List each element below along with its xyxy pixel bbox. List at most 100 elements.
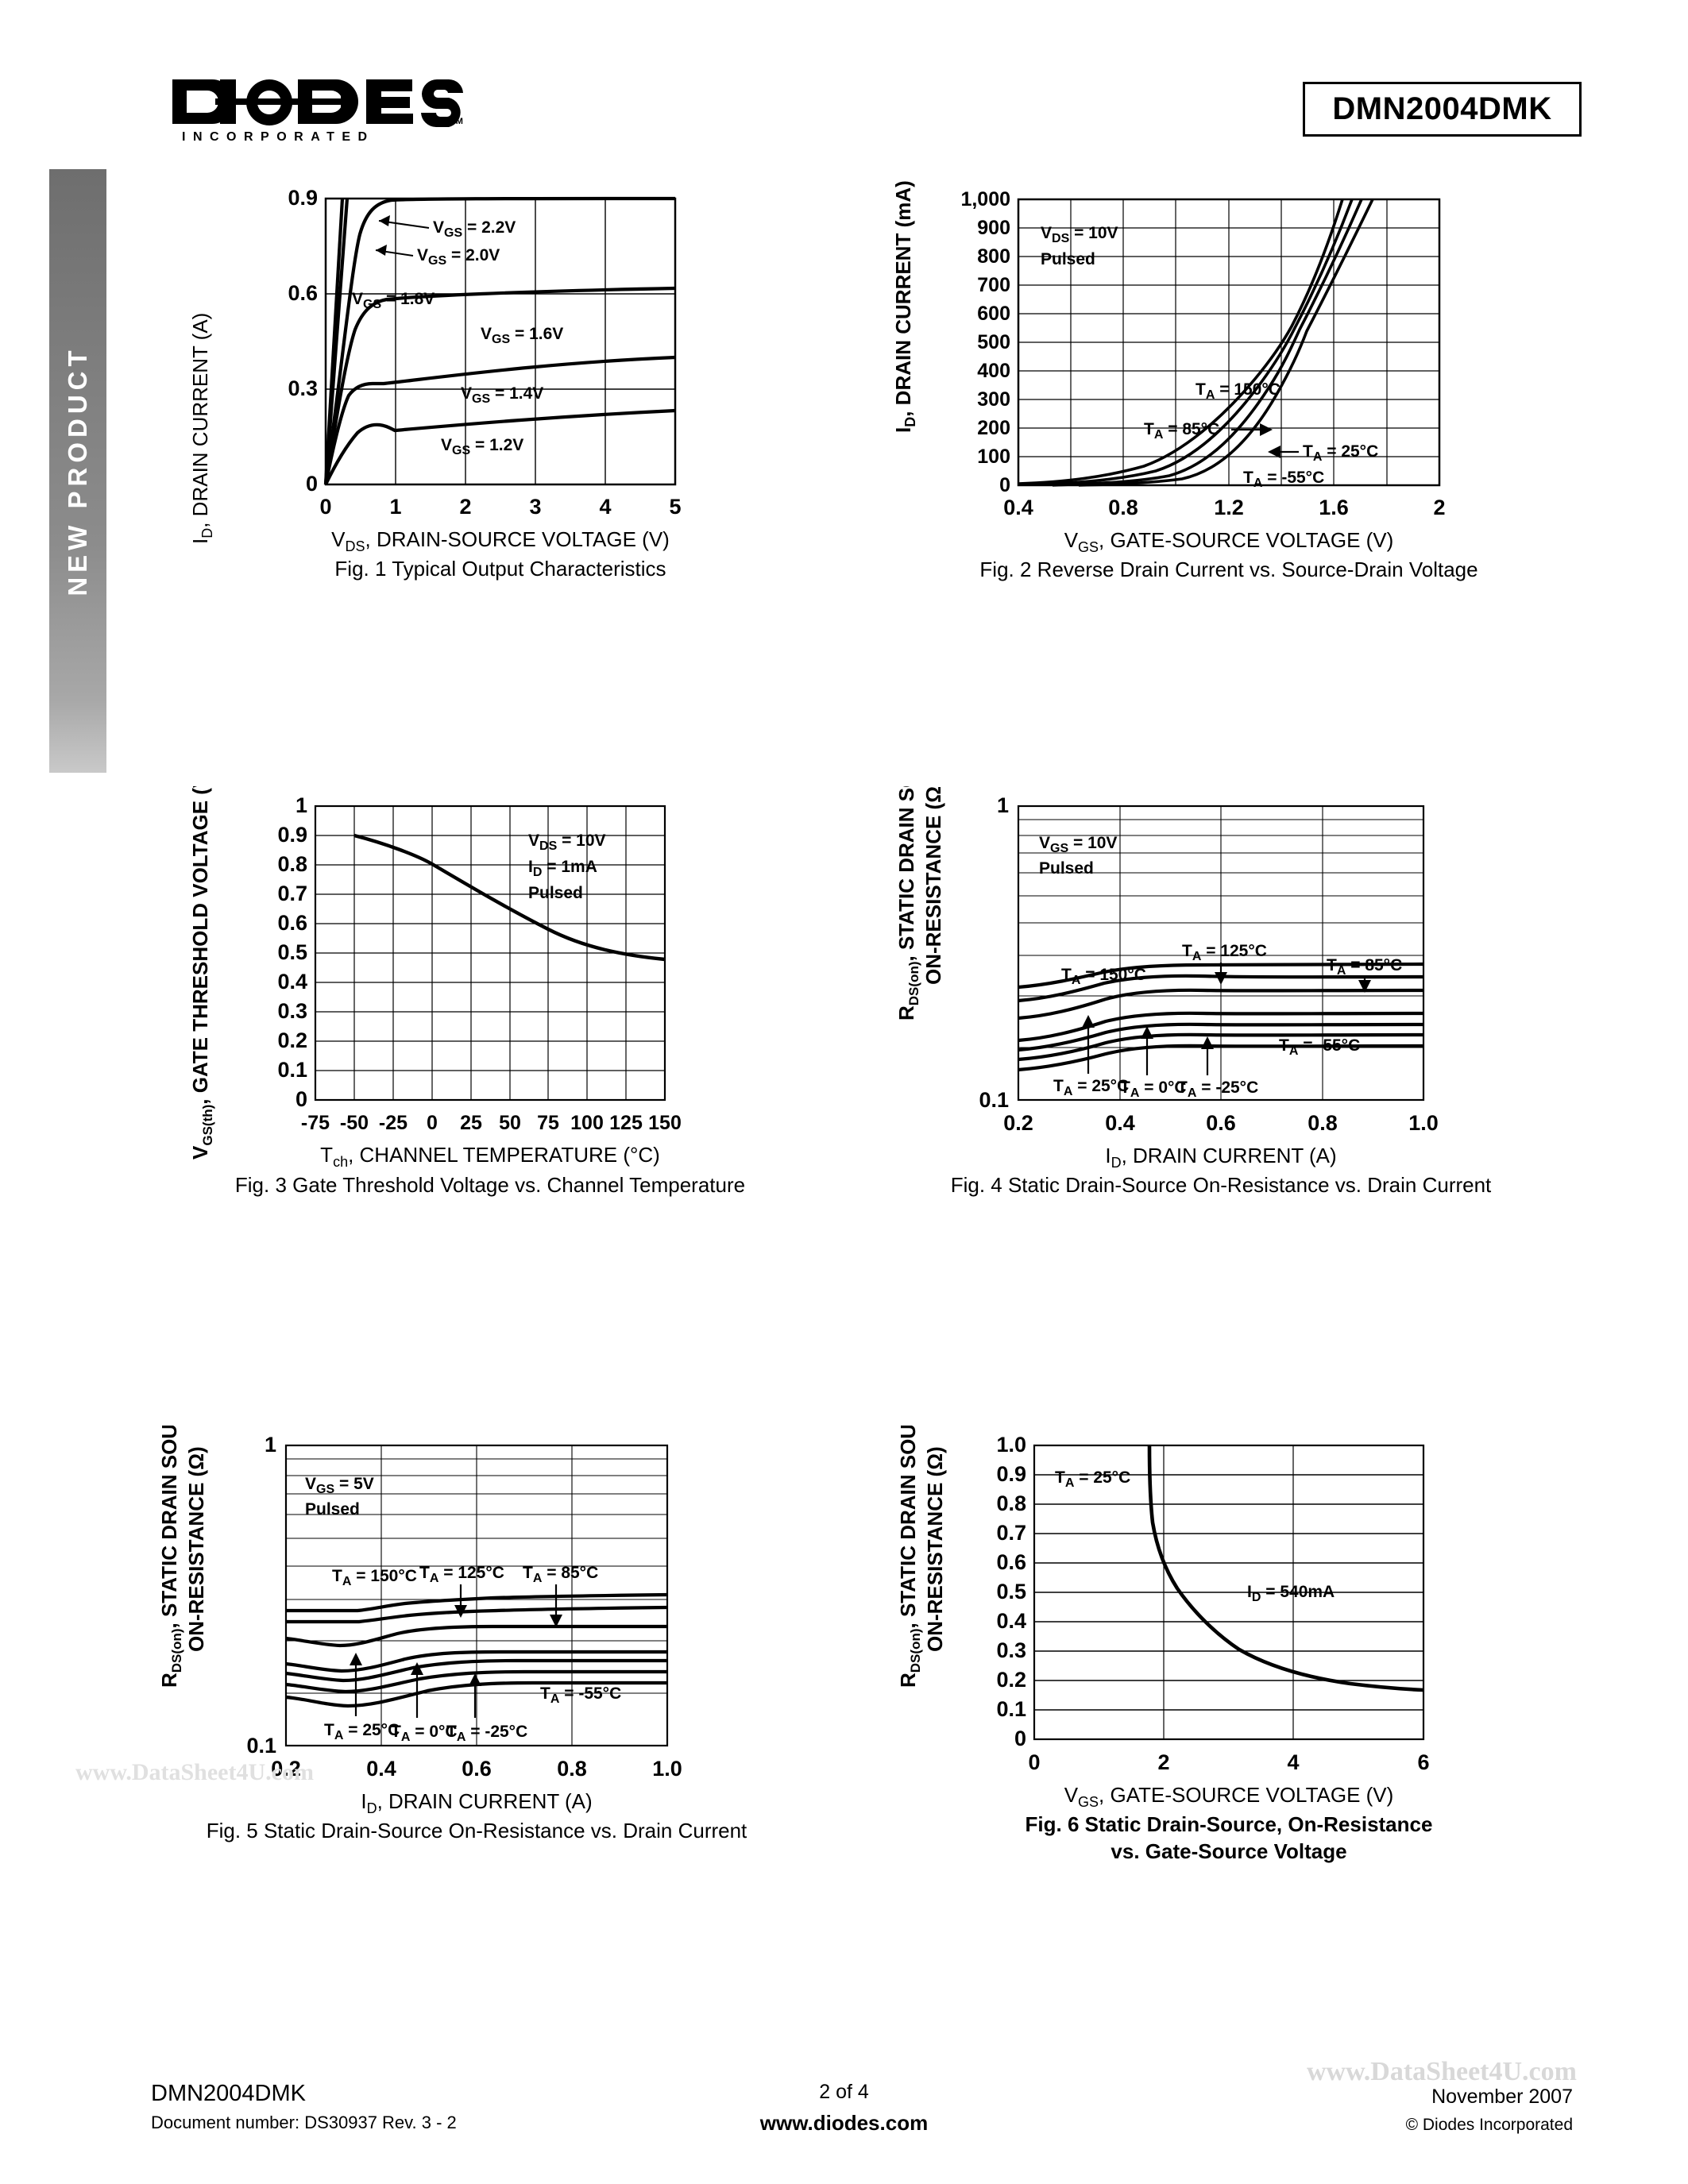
figure-6-ytick: 0.2: [996, 1668, 1026, 1692]
figure-2-annotation: TA = -55°C: [1243, 469, 1324, 490]
footer-date: November 2007: [1431, 2086, 1573, 2108]
figure-6-y-axis-title-line1: RDS(on), STATIC DRAIN SOURCE: [896, 1426, 923, 1688]
figure-5-y-axis-title-line2: ON-RESISTANCE (Ω): [184, 1446, 208, 1652]
new-product-banner: NEW PRODUCT: [49, 169, 106, 773]
figure-3-curve: [353, 833, 666, 962]
footer-copyright: © Diodes Incorporated: [1405, 2116, 1573, 2134]
footer-website-link[interactable]: www.diodes.com: [759, 2111, 929, 2135]
figure-4-xtick: 1.0: [1408, 1111, 1439, 1135]
figure-6-plot: RDS(on), STATIC DRAIN SOURCE ON-RESISTAN…: [896, 1426, 1433, 1863]
figure-3-xtick: 75: [537, 1112, 559, 1134]
figure-2-ytick: 300: [977, 388, 1010, 411]
figure-4-annotation: TA = -25°C: [1177, 1078, 1258, 1100]
figure-3-ytick: 0.1: [277, 1058, 307, 1082]
figure-2-annotation: TA = 150°C: [1196, 380, 1280, 402]
figure-4-condition: VGS = 10V: [1039, 834, 1117, 855]
figure-6-ytick: 0: [1014, 1727, 1026, 1750]
figure-2-ytick: 100: [977, 446, 1010, 468]
figure-1-x-axis-title: VDS, DRAIN-SOURCE VOLTAGE (V): [331, 527, 670, 554]
figure-2-ytick: 900: [977, 217, 1010, 239]
figure-3-ytick: 0.4: [277, 970, 307, 994]
new-product-banner-label: NEW PRODUCT: [63, 345, 92, 596]
figure-5-plot: RDS(on), STATIC DRAIN SOURCE ON-RESISTAN…: [157, 1426, 747, 1843]
figure-2-plot: ID, DRAIN CURRENT (mA) 1,000 900 800 700…: [891, 180, 1478, 581]
figure-4-y-axis-title-line2: ON-RESISTANCE (Ω): [921, 786, 945, 985]
figure-6-condition: TA = 25°C: [1055, 1468, 1130, 1490]
figure-5-ytick: 1: [265, 1433, 276, 1457]
footer-part-number: DMN2004DMK: [151, 2081, 306, 2106]
figure-2-ytick: 200: [977, 417, 1010, 439]
figure-5-annotation: TA = 25°C: [324, 1721, 400, 1742]
figure-5-condition: Pulsed: [305, 1500, 360, 1518]
figure-5-annotation: TA = 125°C: [419, 1564, 504, 1585]
figure-6-x-axis-title: VGS, GATE-SOURCE VOLTAGE (V): [1064, 1783, 1394, 1810]
figure-4-annotation: TA = 125°C: [1182, 942, 1267, 963]
figure-3-ytick: 0.8: [277, 852, 307, 876]
figure-5-annotation: TA = -25°C: [446, 1723, 527, 1744]
figure-3-plot: VGS(th), GATE THRESHOLD VOLTAGE (V) 1 0.…: [188, 786, 745, 1197]
figure-6-xtick: 2: [1157, 1750, 1169, 1774]
figure-6-ytick: 0.5: [996, 1580, 1026, 1603]
figure-2-ytick: 500: [977, 331, 1010, 353]
figure-1-ytick: 0.6: [288, 281, 318, 305]
figure-3-xtick: 125: [609, 1112, 643, 1134]
figure-6-caption-line1: Fig. 6 Static Drain-Source, On-Resistanc…: [1026, 1812, 1433, 1836]
figure-3-ytick: 0.5: [277, 940, 307, 964]
figure-1-xtick: 1: [389, 495, 401, 519]
figure-1-ytick: 0: [306, 472, 318, 496]
figure-5-caption: Fig. 5 Static Drain-Source On-Resistance…: [207, 1819, 747, 1843]
figure-4-xtick: 0.4: [1105, 1111, 1135, 1135]
figure-3-ytick: 0: [295, 1087, 307, 1111]
figure-6-xtick: 4: [1287, 1750, 1299, 1774]
figure-5-x-axis-title: ID, DRAIN CURRENT (A): [361, 1789, 592, 1816]
figure-6-caption-line2: vs. Gate-Source Voltage: [1111, 1839, 1346, 1863]
figure-3-ytick: 0.6: [277, 911, 307, 935]
figure-1-xtick: 4: [599, 495, 611, 519]
figure-6-curve: [1147, 1445, 1424, 1692]
figure-4-annotation: TA = 25°C: [1053, 1077, 1129, 1098]
figure-3-xtick: 0: [427, 1112, 438, 1134]
figure-5-xtick: 0.8: [557, 1757, 587, 1781]
figure-4-caption: Fig. 4 Static Drain-Source On-Resistance…: [951, 1173, 1492, 1197]
figure-2-annotation: TA = 25°C: [1303, 442, 1378, 464]
figure-5-xtick: 0.4: [366, 1757, 396, 1781]
figure-3-ytick: 1: [295, 793, 307, 817]
figure-6-ytick: 0.1: [996, 1697, 1026, 1721]
figure-3-x-axis-title: Tch, CHANNEL TEMPERATURE (°C): [320, 1143, 660, 1170]
part-number-box: DMN2004DMK: [1303, 82, 1582, 137]
figure-2-annotation: TA = 85°C: [1144, 420, 1219, 442]
figure-3-xtick: -50: [340, 1112, 369, 1134]
figure-5-condition: VGS = 5V: [305, 1475, 374, 1496]
figure-2-condition: VDS = 10V: [1041, 224, 1118, 245]
figure-6-xtick: 0: [1028, 1750, 1040, 1774]
figure-3-xtick: 150: [648, 1112, 682, 1134]
figure-5-xtick: 1.0: [652, 1757, 682, 1781]
figure-6-ytick: 0.8: [996, 1491, 1026, 1515]
figure-1-ytick: 0.9: [288, 186, 318, 210]
figure-5-annotation: TA = 150°C: [332, 1567, 417, 1588]
figure-6-ytick: 0.4: [996, 1609, 1026, 1633]
figure-2-y-axis-title: ID, DRAIN CURRENT (mA): [891, 180, 918, 433]
figure-6-annotation: ID = 540mA: [1247, 1583, 1335, 1604]
figure-2-xtick: 2: [1433, 496, 1445, 519]
figure-2-ytick: 800: [977, 245, 1010, 268]
figure-2-ytick: 700: [977, 274, 1010, 296]
figure-1-annotation: VGS = 2.2V: [433, 218, 516, 240]
figure-4-condition: Pulsed: [1039, 859, 1094, 878]
figure-4-ytick: 0.1: [979, 1088, 1009, 1112]
figure-5-annotation: TA = 0°C: [391, 1723, 458, 1744]
footer-left: DMN2004DMK Document number: DS30937 Rev.…: [151, 2081, 457, 2133]
figure-6-ytick: 0.7: [996, 1521, 1026, 1545]
figure-1-xtick: 0: [319, 495, 331, 519]
figure-1-annotation: VGS = 1.8V: [352, 290, 435, 311]
footer-right: November 2007 © Diodes Incorporated: [1406, 2086, 1573, 2135]
part-number-label: DMN2004DMK: [1332, 91, 1552, 126]
figure-4-annotation: TA = 85°C: [1327, 956, 1402, 978]
figure-1-annotation: VGS = 1.4V: [461, 384, 543, 406]
figure-3-xtick: 100: [570, 1112, 604, 1134]
figure-1-ytick: 0.3: [288, 376, 318, 400]
figure-1-plot: ID, DRAIN CURRENT (A) 0.9 0.6 0.3 0: [188, 186, 682, 581]
figure-6-ytick: 1.0: [996, 1433, 1026, 1457]
figure-3-ytick: 0.3: [277, 999, 307, 1023]
figure-6-xtick: 6: [1417, 1750, 1429, 1774]
